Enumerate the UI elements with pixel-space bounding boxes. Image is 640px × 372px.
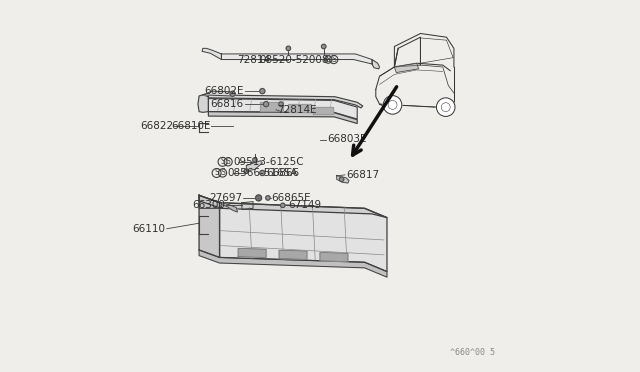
Circle shape	[266, 196, 270, 200]
Circle shape	[278, 102, 283, 106]
Polygon shape	[221, 203, 237, 212]
Text: 66865E: 66865E	[271, 193, 311, 203]
Circle shape	[321, 44, 326, 49]
Text: S: S	[220, 169, 225, 177]
Text: 66300: 66300	[192, 201, 225, 210]
Circle shape	[244, 169, 248, 173]
Polygon shape	[209, 95, 363, 108]
Polygon shape	[337, 176, 349, 183]
Polygon shape	[246, 161, 262, 171]
Text: S: S	[226, 157, 230, 166]
Polygon shape	[199, 250, 387, 277]
Polygon shape	[199, 195, 387, 218]
Text: 67149: 67149	[289, 201, 321, 210]
Polygon shape	[260, 102, 283, 111]
Circle shape	[255, 195, 262, 201]
Polygon shape	[372, 60, 380, 69]
Polygon shape	[198, 95, 209, 112]
Text: 72814E: 72814E	[277, 105, 317, 115]
Polygon shape	[209, 99, 357, 119]
Circle shape	[253, 158, 257, 162]
Circle shape	[436, 98, 455, 116]
Polygon shape	[221, 54, 372, 64]
Text: 66817: 66817	[346, 170, 379, 180]
Polygon shape	[209, 112, 357, 124]
Polygon shape	[312, 107, 333, 114]
Polygon shape	[289, 104, 310, 112]
Text: S: S	[214, 169, 219, 177]
Polygon shape	[203, 91, 232, 96]
Text: 66866: 66866	[266, 168, 299, 178]
Text: 66803E: 66803E	[328, 135, 367, 144]
Polygon shape	[320, 253, 348, 262]
Text: 09513-6125C: 09513-6125C	[234, 157, 304, 167]
Circle shape	[383, 96, 402, 114]
Circle shape	[260, 89, 265, 94]
Polygon shape	[279, 250, 307, 259]
Polygon shape	[394, 63, 419, 73]
Circle shape	[260, 170, 265, 176]
Circle shape	[230, 91, 235, 96]
Polygon shape	[238, 248, 266, 257]
Text: 72814: 72814	[237, 55, 270, 64]
Text: 66810E: 66810E	[171, 122, 211, 131]
Circle shape	[280, 203, 285, 208]
Polygon shape	[220, 203, 387, 272]
Circle shape	[286, 46, 291, 51]
Circle shape	[264, 102, 269, 107]
Text: 66816: 66816	[211, 99, 244, 109]
Text: 66110: 66110	[132, 224, 166, 234]
Text: 66802E: 66802E	[204, 86, 244, 96]
Text: 08520-52008: 08520-52008	[259, 55, 328, 64]
Text: 08566-5165A: 08566-5165A	[228, 168, 298, 178]
Text: S: S	[326, 55, 330, 64]
Text: S: S	[220, 157, 225, 166]
Circle shape	[339, 177, 344, 182]
Text: S: S	[332, 55, 336, 64]
Text: 27697: 27697	[209, 193, 242, 203]
Polygon shape	[202, 48, 221, 60]
Text: ^660^00 5: ^660^00 5	[450, 348, 495, 357]
Polygon shape	[199, 195, 220, 257]
Text: 66822: 66822	[140, 122, 173, 131]
